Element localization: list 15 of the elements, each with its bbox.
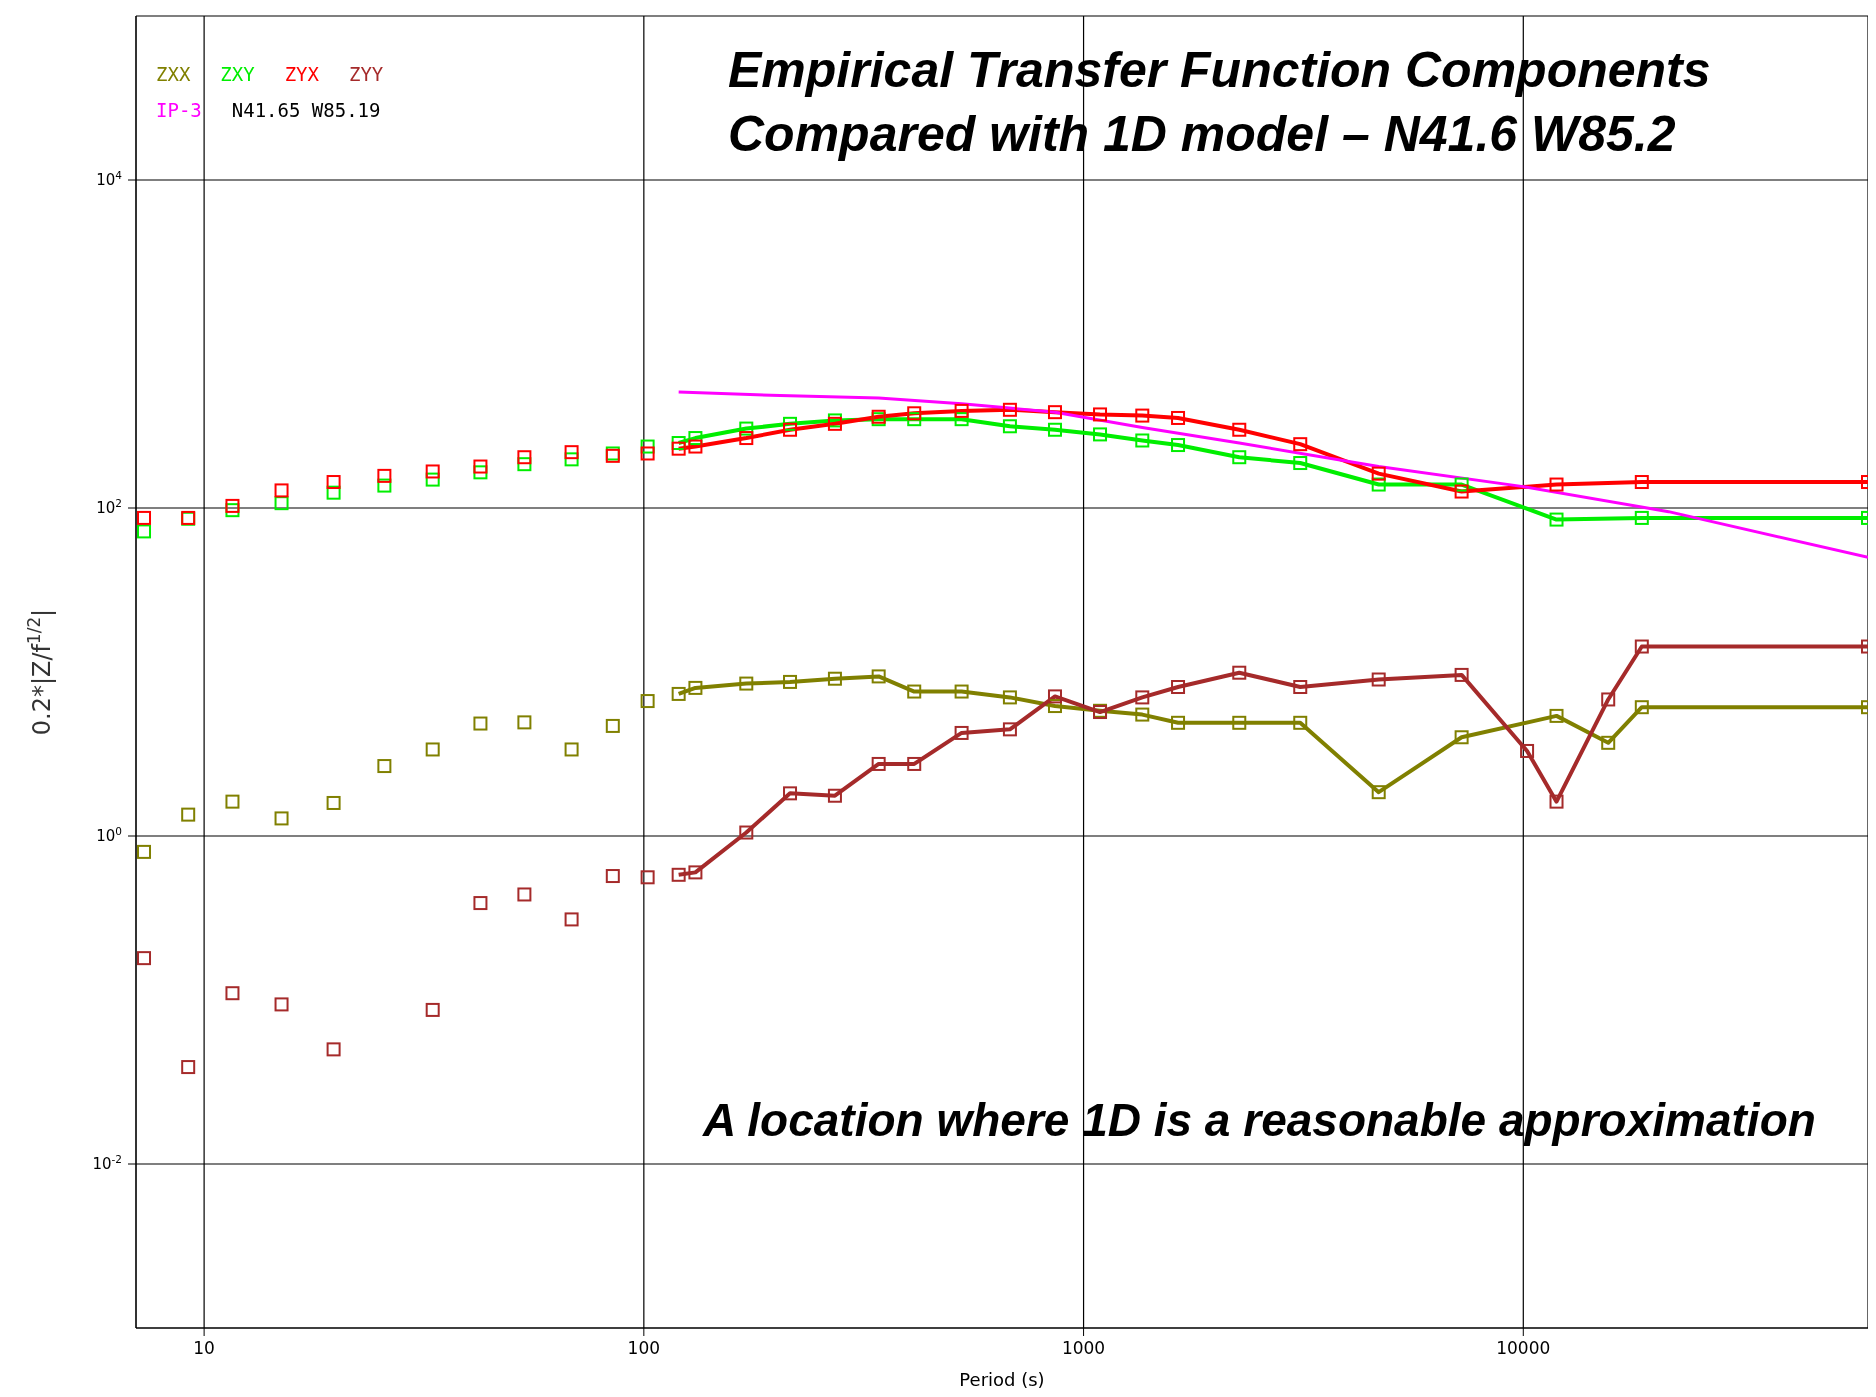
- x-axis-title: Period (s): [959, 1369, 1045, 1390]
- x-tick-label: 10: [193, 1338, 215, 1358]
- text: ZYY: [348, 62, 384, 87]
- y-tick-label: 10$^{2}$: [96, 497, 122, 517]
- y-tick-label: 10$^{0}$: [96, 825, 122, 845]
- text: ZXX: [156, 62, 191, 87]
- text: IP-3: [156, 98, 202, 123]
- y-tick-label: 10$^{-2}$: [92, 1153, 122, 1173]
- text: ZXY: [220, 62, 255, 87]
- x-tick-label: 1000: [1061, 1338, 1106, 1358]
- x-tick-label: 10000: [1496, 1338, 1551, 1358]
- x-tick-label: 100: [627, 1338, 661, 1358]
- text: ZYX: [284, 62, 319, 87]
- y-tick-label: 10$^{4}$: [96, 169, 123, 189]
- annotation: N41.65 W85.19: [231, 99, 381, 121]
